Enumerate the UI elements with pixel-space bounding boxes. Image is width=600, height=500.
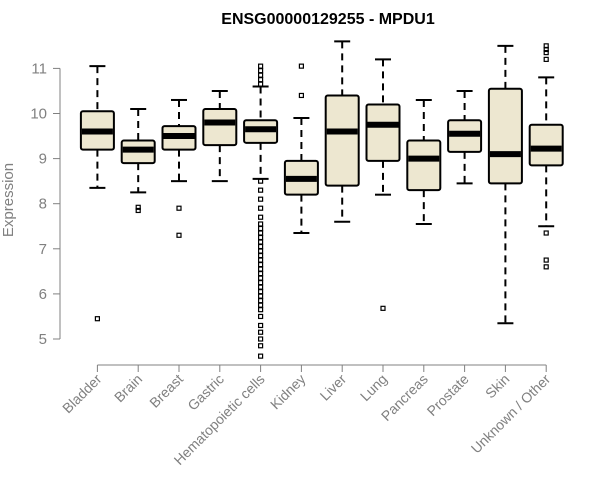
outlier-point <box>258 336 264 342</box>
outlier-point <box>258 221 264 227</box>
outlier-point <box>94 316 101 322</box>
box-group <box>406 98 442 225</box>
y-tick-label: 7 <box>39 241 47 258</box>
outlier-point <box>258 353 264 359</box>
box-group <box>79 65 115 322</box>
outlier-point <box>258 298 264 304</box>
outlier-point <box>258 243 264 250</box>
outlier-point <box>176 232 182 238</box>
outlier-point <box>258 284 264 290</box>
outlier-point <box>258 322 264 329</box>
outlier-point <box>258 77 264 83</box>
box-group <box>243 63 279 359</box>
box-group <box>324 40 360 223</box>
x-category-label: Bladder <box>59 371 105 417</box>
chart-title: ENSG00000129255 - MPDU1 <box>221 11 435 28</box>
x-category-label: Liver <box>317 371 350 404</box>
outlier-point <box>258 239 264 245</box>
x-category-label: Prostate <box>424 371 472 419</box>
outlier-point <box>258 205 264 211</box>
y-tick-label: 9 <box>39 151 47 168</box>
outlier-point <box>258 248 264 254</box>
y-tick-label: 8 <box>39 196 47 213</box>
outlier-point <box>135 207 141 214</box>
outlier-point <box>258 63 264 69</box>
box-group <box>283 63 319 235</box>
outlier-point <box>258 261 264 268</box>
outlier-point <box>258 81 264 87</box>
outlier-point <box>543 230 549 236</box>
outlier-point <box>380 305 386 311</box>
outlier-point <box>135 204 141 210</box>
outlier-point <box>543 50 549 56</box>
outlier-point <box>258 280 264 286</box>
x-category-label: Brain <box>111 371 145 405</box>
boxes-group <box>79 40 564 359</box>
outlier-point <box>258 257 264 263</box>
y-tick-label: 6 <box>39 286 47 303</box>
y-tick-label: 11 <box>31 60 47 77</box>
outlier-point <box>258 343 264 349</box>
outlier-point <box>176 205 182 211</box>
outlier-point <box>258 252 264 259</box>
outlier-point <box>258 225 264 232</box>
box-group <box>202 89 238 183</box>
box-group <box>447 89 483 185</box>
outlier-point <box>258 68 264 74</box>
outlier-point <box>543 264 549 270</box>
y-tick-label: 5 <box>39 331 47 348</box>
outlier-point <box>258 196 264 202</box>
outlier-point <box>258 302 264 308</box>
y-tick-label: 10 <box>30 106 47 123</box>
y-axis: 5 6 7 8 9 10 11 <box>30 60 61 348</box>
outlier-point <box>298 63 304 69</box>
x-category-label: Breast <box>146 371 186 411</box>
outlier-point <box>258 230 264 236</box>
outlier-point <box>543 46 549 53</box>
outlier-point <box>258 271 264 277</box>
outlier-point <box>258 289 264 295</box>
outlier-point <box>258 275 264 281</box>
iqr-box <box>487 87 523 185</box>
outlier-point <box>543 257 549 263</box>
iqr-box <box>202 107 238 147</box>
outlier-point <box>258 234 264 241</box>
outlier-point <box>258 329 264 335</box>
y-axis-title: Expression <box>0 163 17 237</box>
x-category-label: Lung <box>357 371 390 404</box>
outlier-point <box>258 214 264 220</box>
outlier-point <box>298 92 304 99</box>
outlier-point <box>258 293 264 299</box>
iqr-box <box>528 123 564 167</box>
outlier-point <box>258 187 264 193</box>
outlier-point <box>258 307 264 313</box>
outlier-point <box>258 313 264 320</box>
box-group <box>161 98 197 238</box>
box-group <box>365 58 401 311</box>
outlier-point <box>258 72 264 78</box>
outlier-point <box>258 178 264 184</box>
outlier-point <box>543 56 549 62</box>
x-category-label: Kidney <box>267 371 309 413</box>
box-group <box>528 43 564 270</box>
iqr-box <box>406 139 442 192</box>
x-category-label: Skin <box>482 371 513 402</box>
iqr-box <box>365 103 401 162</box>
outlier-point <box>258 266 264 272</box>
iqr-box <box>324 94 360 187</box>
box-group <box>487 44 523 325</box>
box-group <box>120 107 156 214</box>
